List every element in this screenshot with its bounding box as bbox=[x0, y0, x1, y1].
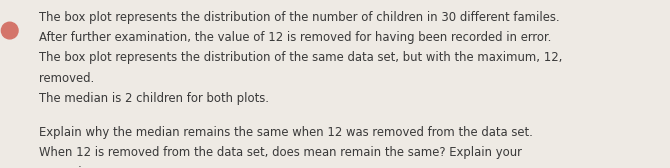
Text: removed.: removed. bbox=[39, 72, 94, 85]
Text: When 12 is removed from the data set, does mean remain the same? Explain your: When 12 is removed from the data set, do… bbox=[39, 146, 522, 159]
Text: The box plot represents the distribution of the same data set, but with the maxi: The box plot represents the distribution… bbox=[39, 51, 562, 64]
Text: The box plot represents the distribution of the number of children in 30 differe: The box plot represents the distribution… bbox=[39, 11, 559, 24]
Text: Explain why the median remains the same when 12 was removed from the data set.: Explain why the median remains the same … bbox=[39, 126, 533, 139]
Circle shape bbox=[1, 22, 18, 39]
Text: After further examination, the value of 12 is removed for having been recorded i: After further examination, the value of … bbox=[39, 31, 551, 44]
Text: reasoning.: reasoning. bbox=[39, 166, 100, 168]
Text: The median is 2 children for both plots.: The median is 2 children for both plots. bbox=[39, 92, 269, 105]
